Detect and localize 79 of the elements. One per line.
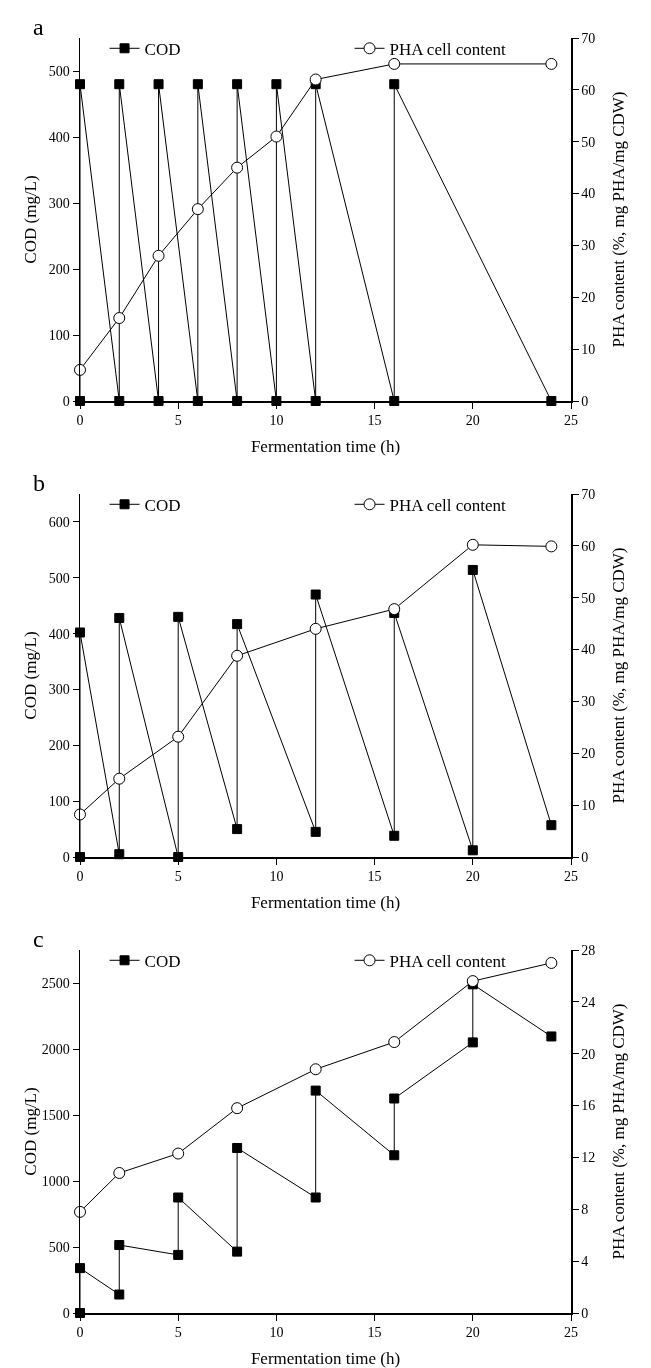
y2-tick-label: 20 [581,290,596,306]
y-tick-label: 300 [48,195,70,211]
x-axis-title: Fermentation time (h) [250,437,401,456]
y2-axis-title: PHA content (%, mg PHA/mg CDW) [609,91,628,348]
legend-label: PHA cell content [389,495,506,515]
y-tick-label: 400 [48,626,70,642]
y2-tick-label: 50 [581,590,596,606]
y-tick-label: 2500 [41,975,70,991]
x-tick-label: 15 [367,869,382,885]
x-tick-label: 15 [367,413,382,429]
y2-tick-label: 30 [581,238,596,254]
y2-tick-label: 60 [581,538,596,554]
y2-tick-label: 28 [581,942,596,958]
y-axis-title: COD (mg/L) [20,631,40,720]
x-tick-label: 5 [174,869,182,885]
x-tick-label: 10 [269,413,284,429]
y-tick-label: 0 [62,849,70,865]
chart-title: c [33,926,44,952]
y-axis-title: COD (mg/L) [20,175,40,264]
y2-tick-label: 0 [581,849,589,865]
y-tick-label: 600 [48,514,70,530]
legend-label: COD [144,951,181,971]
y2-tick-label: 30 [581,694,596,710]
y2-tick-label: 70 [581,486,596,502]
x-tick-label: 10 [269,1325,284,1341]
y2-tick-label: 60 [581,82,596,98]
chart-title: a [33,14,44,40]
legend-label: COD [144,39,181,59]
x-tick-label: 5 [174,413,182,429]
y-tick-label: 200 [48,738,70,754]
y2-axis-title: PHA content (%, mg PHA/mg CDW) [609,547,628,804]
y-tick-label: 200 [48,261,70,277]
y2-tick-label: 24 [581,994,596,1010]
y-tick-label: 500 [48,63,70,79]
x-tick-label: 15 [367,1325,382,1341]
y-tick-label: 100 [48,327,70,343]
legend-label: PHA cell content [389,951,506,971]
x-axis-title: Fermentation time (h) [250,893,401,912]
y2-tick-label: 16 [581,1098,596,1114]
y-tick-label: 300 [48,682,70,698]
y2-tick-label: 70 [581,30,596,46]
y2-tick-label: 50 [581,134,596,150]
y-tick-label: 500 [48,1239,70,1255]
legend-label: PHA cell content [389,39,506,59]
x-tick-label: 20 [465,869,480,885]
legend-label: COD [144,495,181,515]
y2-tick-label: 10 [581,798,596,814]
x-tick-label: 20 [465,1325,480,1341]
y-tick-label: 500 [48,570,70,586]
x-axis-title: Fermentation time (h) [250,1349,401,1368]
y2-tick-label: 4 [581,1254,589,1270]
x-tick-label: 0 [76,413,84,429]
y-axis-title: COD (mg/L) [20,1087,40,1176]
chart-title: b [33,470,45,496]
x-tick-label: 25 [564,1325,578,1341]
x-tick-label: 25 [564,869,578,885]
x-tick-label: 5 [174,1325,182,1341]
x-tick-label: 10 [269,869,284,885]
y2-tick-label: 12 [581,1150,596,1166]
x-tick-label: 0 [76,869,84,885]
y-tick-label: 400 [48,129,70,145]
y-tick-label: 0 [62,393,70,409]
y2-tick-label: 40 [581,186,596,202]
x-tick-label: 25 [564,413,578,429]
y-tick-label: 100 [48,794,70,810]
y2-tick-label: 0 [581,393,589,409]
y2-tick-label: 20 [581,746,596,762]
y2-tick-label: 40 [581,642,596,658]
y2-tick-label: 20 [581,1046,596,1062]
y-tick-label: 1500 [41,1107,70,1123]
y-tick-label: 0 [62,1305,70,1321]
y2-tick-label: 0 [581,1305,589,1321]
y2-tick-label: 8 [581,1202,589,1218]
y-tick-label: 2000 [41,1041,70,1057]
y2-tick-label: 10 [581,342,596,358]
y-tick-label: 1000 [41,1173,70,1189]
x-tick-label: 0 [76,1325,84,1341]
y2-axis-title: PHA content (%, mg PHA/mg CDW) [609,1003,628,1260]
x-tick-label: 20 [465,413,480,429]
